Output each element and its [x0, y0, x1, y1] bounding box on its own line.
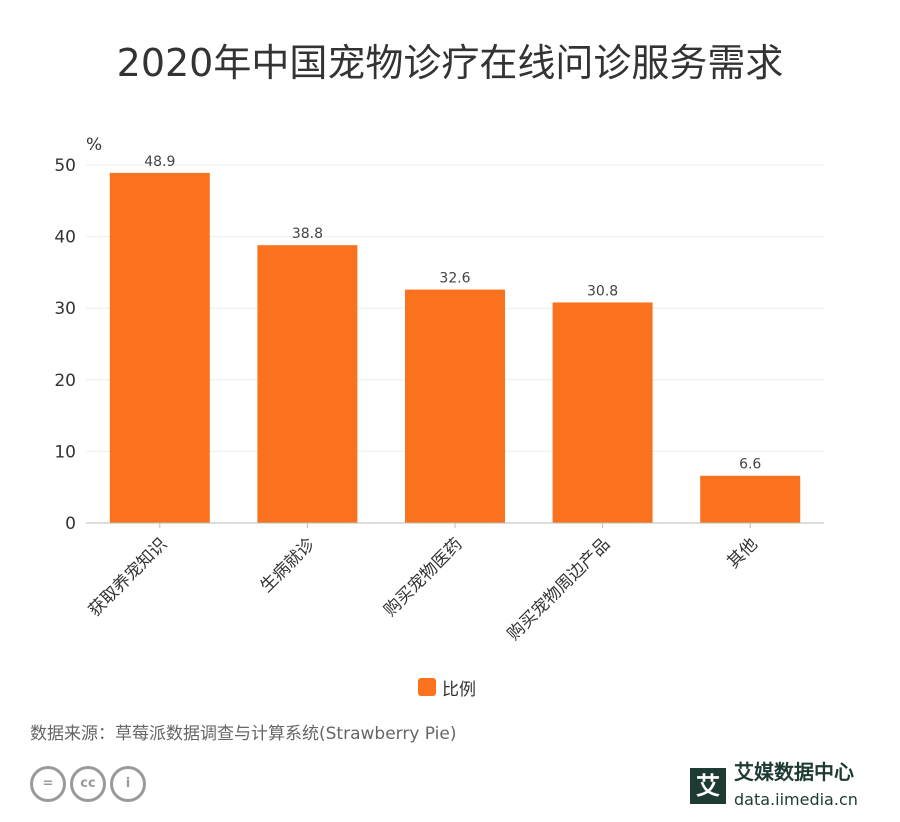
y-tick-label: 50: [54, 156, 76, 176]
cc-icon: cc: [70, 766, 106, 802]
data-label: 48.9: [144, 154, 175, 170]
bar: [552, 302, 653, 523]
y-tick-label: 30: [54, 299, 76, 319]
bar: [257, 245, 358, 523]
data-label: 38.8: [292, 226, 323, 242]
bar-chart: 0 10 20 30 40 50% 48.9 获取养宠知识 38.8 生病就诊 32.6 购买宠物医药…: [54, 135, 824, 700]
x-tick-label: 购买宠物周边产品: [504, 534, 614, 644]
data-label: 6.6: [739, 457, 761, 473]
y-tick-label: 20: [54, 371, 76, 391]
logo: 艾 艾媒数据中心 data.iimedia.cn: [690, 760, 890, 816]
person-icon: i: [110, 766, 146, 802]
chart-title: 2020年中国宠物诊疗在线问诊服务需求: [116, 41, 784, 85]
x-tick-label: 购买宠物医药: [380, 534, 466, 620]
logo-url: data.iimedia.cn: [734, 790, 858, 809]
bar: [109, 172, 210, 523]
data-label: 32.6: [439, 271, 470, 287]
data-source: 数据来源：草莓派数据调查与计算系统(Strawberry Pie): [30, 724, 457, 744]
y-tick-label: 10: [54, 442, 76, 462]
data-label: 30.8: [587, 283, 618, 299]
x-tick-label: 获取养宠知识: [85, 534, 171, 620]
x-tick-label: 生病就诊: [257, 534, 319, 596]
x-tick-label: 其他: [724, 534, 762, 572]
bar: [405, 289, 505, 523]
y-tick-label: 0: [65, 514, 76, 534]
legend-label: 比例: [442, 680, 476, 700]
logo-mark: 艾: [690, 768, 726, 804]
equals-icon: =: [30, 766, 66, 802]
logo-name: 艾媒数据中心: [734, 760, 854, 784]
bar: [700, 475, 801, 523]
legend-swatch: [418, 678, 436, 696]
y-axis-unit: %: [86, 135, 102, 155]
y-tick-label: 40: [54, 228, 76, 248]
